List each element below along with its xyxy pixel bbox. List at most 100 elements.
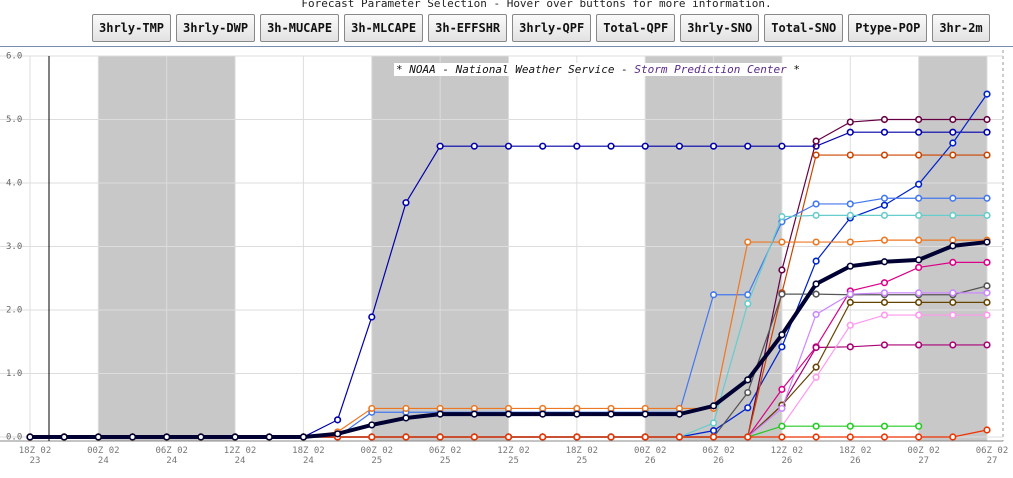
- data-point: [709, 142, 718, 150]
- data-point: [744, 142, 752, 150]
- data-point: [675, 404, 683, 413]
- param-button[interactable]: 3hrly-SNO: [680, 14, 760, 42]
- data-point: [812, 280, 820, 288]
- data-point: [778, 404, 786, 413]
- x-tick-label: 06Z 02 25: [428, 446, 462, 466]
- data-point: [915, 180, 923, 188]
- header: Forecast Parameter Selection - Hover ove…: [301, 0, 772, 10]
- data-point: [812, 238, 820, 246]
- data-point: [368, 313, 376, 321]
- data-point: [846, 118, 854, 126]
- annotation: * NOAA - National Weather Service - Stor…: [394, 63, 802, 76]
- data-point: [402, 199, 410, 207]
- data-point: [334, 416, 342, 424]
- data-point: [880, 433, 889, 441]
- param-button[interactable]: Total-QPF: [596, 14, 676, 42]
- data-point: [949, 236, 957, 244]
- data-point: [504, 410, 513, 418]
- data-point: [983, 90, 991, 98]
- data-point: [539, 433, 547, 441]
- data-point: [778, 422, 786, 430]
- param-button[interactable]: 3h-MLCAPE: [344, 14, 424, 42]
- data-point: [778, 343, 786, 351]
- data-point: [744, 404, 752, 412]
- data-point: [436, 433, 444, 441]
- data-point: [915, 422, 923, 430]
- x-tick-label: 12Z 02 26: [770, 446, 804, 466]
- data-point: [334, 430, 342, 438]
- x-tick-label: 00Z 02 27: [907, 446, 940, 466]
- data-point: [778, 238, 786, 246]
- data-point: [812, 343, 820, 352]
- x-tick-label: 18Z 02 24: [292, 446, 325, 466]
- param-button[interactable]: 3h-EFFSHR: [428, 14, 508, 42]
- param-button[interactable]: Total-SNO: [764, 14, 844, 42]
- data-point: [641, 142, 649, 150]
- data-point: [709, 427, 718, 435]
- data-point: [402, 404, 410, 413]
- data-point: [915, 194, 923, 202]
- data-point: [744, 376, 752, 384]
- param-button[interactable]: Ptype-POP: [848, 14, 928, 42]
- data-point: [915, 256, 923, 264]
- data-point: [504, 404, 513, 413]
- param-button[interactable]: 3hrly-QPF: [512, 14, 592, 42]
- data-point: [880, 236, 889, 244]
- data-point: [812, 310, 820, 319]
- data-point: [573, 142, 581, 150]
- x-tick-label: 06Z 02 26: [702, 446, 735, 466]
- data-point: [812, 200, 820, 208]
- data-point: [880, 115, 889, 124]
- param-button[interactable]: 3hrly-TMP: [92, 14, 172, 42]
- data-point: [983, 311, 991, 319]
- param-button[interactable]: 3hr-2m: [932, 14, 990, 42]
- data-point: [949, 139, 957, 147]
- data-point: [880, 211, 889, 219]
- x-tick-label: 06Z 02 24: [155, 446, 188, 466]
- data-point: [949, 242, 957, 250]
- data-point: [949, 298, 957, 306]
- data-point: [744, 238, 752, 246]
- y-tick-label: 3.0: [6, 242, 22, 252]
- data-point: [744, 388, 752, 397]
- data-point: [880, 194, 889, 202]
- data-point: [539, 142, 547, 150]
- x-tick-label: 18Z 02 23: [18, 446, 52, 466]
- data-point: [880, 151, 889, 159]
- data-point: [949, 115, 957, 124]
- param-button[interactable]: 3hrly-DWP: [176, 14, 256, 42]
- data-point: [299, 433, 308, 441]
- data-point: [949, 311, 957, 319]
- data-point: [880, 128, 889, 136]
- data-point: [983, 341, 991, 349]
- data-point: [949, 258, 957, 266]
- data-point: [846, 290, 854, 298]
- data-point: [402, 433, 410, 441]
- data-point: [436, 410, 444, 418]
- annotation-link[interactable]: Storm Prediction Center: [634, 63, 787, 76]
- data-point: [846, 151, 854, 159]
- data-point: [983, 238, 991, 246]
- data-point: [915, 263, 923, 272]
- x-tick-label: 12Z 02 24: [223, 446, 257, 466]
- y-tick-label: 5.0: [6, 115, 22, 125]
- data-point: [915, 211, 923, 219]
- data-point: [880, 258, 889, 266]
- data-point: [709, 419, 718, 427]
- data-point: [675, 410, 683, 418]
- data-point: [983, 298, 991, 306]
- y-tick-label: 1.0: [6, 369, 22, 379]
- data-point: [607, 142, 615, 150]
- data-point: [709, 291, 718, 299]
- data-point: [744, 433, 752, 441]
- data-point: [880, 201, 889, 209]
- data-point: [812, 137, 820, 145]
- x-tick-label: 18Z 02 25: [565, 446, 599, 466]
- param-button[interactable]: 3h-MUCAPE: [260, 14, 340, 42]
- annotation-text: * NOAA - National Weather Service -: [396, 63, 635, 76]
- data-point: [846, 211, 854, 219]
- data-point: [915, 151, 923, 159]
- x-tick-label: 00Z 02 25: [360, 446, 394, 466]
- data-point: [539, 410, 547, 418]
